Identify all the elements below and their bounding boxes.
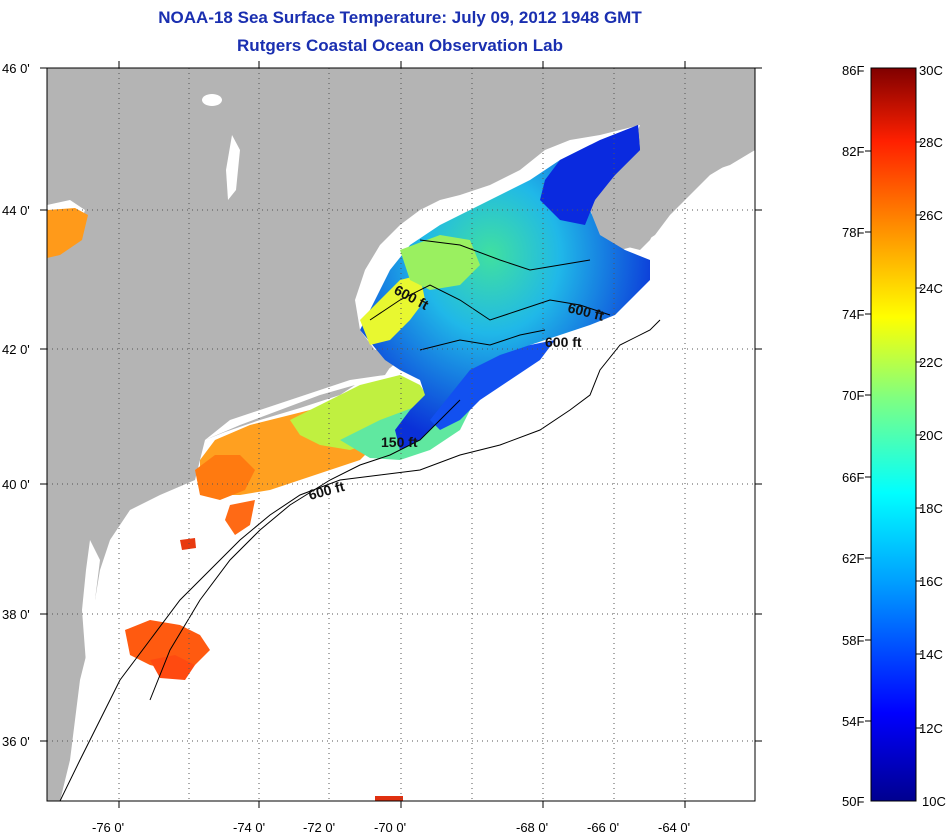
lat-label: 36 0'	[2, 734, 30, 749]
colorbar-f-label: 74F	[842, 307, 864, 322]
sst-coastal-green	[400, 235, 480, 290]
colorbar-c-label: 20C	[919, 428, 943, 443]
contour-600ft-shelf	[59, 319, 661, 801]
colorbar-f-label: 78F	[842, 225, 864, 240]
map-title: NOAA-18 Sea Surface Temperature: July 09…	[158, 8, 642, 27]
tick-marks	[40, 61, 762, 808]
colorbar-c-label: 30C	[919, 63, 943, 78]
colorbar-c-label: 24C	[919, 281, 943, 296]
contour-gom-2	[419, 239, 591, 271]
sst-patch-small	[180, 538, 196, 550]
colorbar-f-label: 66F	[842, 470, 864, 485]
lake-champlain	[226, 135, 240, 200]
colorbar-c-label: 22C	[919, 355, 943, 370]
colorbar-f-label: 58F	[842, 633, 864, 648]
colorbar	[870, 67, 917, 802]
colorbar-f-label: 70F	[842, 388, 864, 403]
colorbar-f-label: 82F	[842, 144, 864, 159]
lon-label: -76 0'	[92, 820, 124, 835]
lon-label: -70 0'	[374, 820, 406, 835]
colorbar-c-label: 14C	[919, 647, 943, 662]
lon-label: -64 0'	[658, 820, 690, 835]
lake	[202, 94, 222, 106]
sst-lake-ontario	[47, 208, 88, 258]
contour-label-150ft: 150 ft	[381, 434, 418, 450]
contour-gom-3	[419, 329, 546, 351]
colorbar-c-label: 28C	[919, 135, 943, 150]
delaware-bay	[132, 510, 150, 560]
colorbar-c-label: 12C	[919, 721, 943, 736]
sst-patch-edge	[375, 796, 403, 801]
colorbar-c-label: 18C	[919, 501, 943, 516]
colorbar-f-label: 50F	[842, 794, 864, 809]
sst-bay-of-fundy-cold	[540, 125, 640, 225]
sst-transition-yellow	[290, 375, 430, 450]
sst-patch-nj	[225, 500, 255, 535]
sst-georges-bank	[430, 340, 555, 430]
sst-coastal-yellow	[360, 275, 425, 345]
chesapeake-bay	[82, 540, 110, 760]
colorbar-f-label: 86F	[842, 63, 864, 78]
colorbar-f-label: 54F	[842, 714, 864, 729]
lat-label: 44 0'	[2, 203, 30, 218]
colorbar-c-label: 26C	[919, 208, 943, 223]
lon-label: -68 0'	[516, 820, 548, 835]
land-nova-scotia	[590, 100, 755, 250]
land-long-island	[205, 385, 355, 440]
contour-150ft	[149, 399, 461, 701]
sst-patch-south2	[150, 655, 195, 680]
colorbar-ticks	[865, 141, 922, 729]
colorbar-c-label: 10C	[922, 794, 946, 809]
colorbar-f-label: 62F	[842, 551, 864, 566]
colorbar-c-label: 16C	[919, 574, 943, 589]
lat-label: 40 0'	[2, 477, 30, 492]
lon-label: -72 0'	[303, 820, 335, 835]
bathymetry-contours	[59, 239, 661, 801]
lon-label: -74 0'	[233, 820, 265, 835]
lat-label: 38 0'	[2, 607, 30, 622]
sst-coastal-orange	[195, 455, 255, 500]
land-mainland	[47, 68, 755, 801]
sst-patch-south	[125, 620, 210, 670]
lat-label: 46 0'	[2, 61, 30, 76]
contour-gom-1	[369, 284, 611, 321]
graticule	[47, 68, 755, 801]
contour-label-600ft-georges: 600 ft	[545, 334, 582, 350]
lat-label: 42 0'	[2, 342, 30, 357]
map-subtitle: Rutgers Coastal Ocean Observation Lab	[237, 36, 563, 55]
lon-label: -66 0'	[587, 820, 619, 835]
